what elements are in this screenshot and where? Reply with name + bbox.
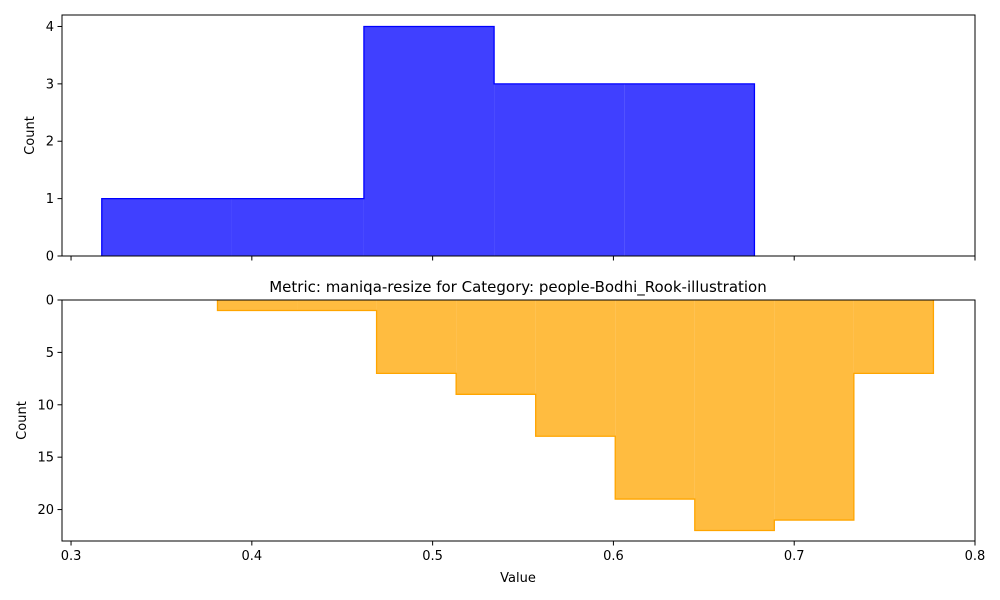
top-histogram-bar [231,198,364,256]
bottom-histogram-bar [456,300,536,395]
top-y-tick-label: 1 [46,192,54,207]
top-y-tick-label: 4 [46,20,54,35]
top-histogram-bar [494,83,625,256]
x-axis-label: Value [500,571,536,586]
bottom-y-tick-label: 5 [46,346,54,361]
top-histogram-outline [101,25,756,256]
bottom-x-tick-label: 0.5 [422,549,443,564]
bottom-histogram-bar [217,300,298,311]
chart-title: Metric: maniqa-resize for Category: peop… [269,278,767,297]
top-histogram-panel: 0 1 2 3 4 Count [23,14,976,265]
bottom-y-axis-label: Count [15,401,30,440]
bottom-x-tick-label: 0.8 [965,549,986,564]
top-histogram-bar [363,26,495,256]
bottom-y-tick-label: 15 [37,451,54,466]
bottom-histogram-bar [615,300,695,500]
top-histogram-bar [624,83,755,256]
top-y-tick-label: 3 [46,77,54,92]
bottom-histogram-bar [376,300,457,374]
bottom-x-tick-label: 0.6 [603,549,624,564]
top-plot-frame [61,14,976,257]
bottom-y-tick-label: 0 [46,294,54,309]
bottom-y-tick-label: 10 [37,398,54,413]
bottom-histogram-panel: 0.3 0.4 0.5 0.6 0.7 0.8 0 5 10 15 20 Count [15,294,985,565]
bottom-plot-frame [61,299,976,542]
bottom-x-tick-label: 0.4 [241,549,262,564]
top-y-tick-label: 2 [46,135,54,150]
bottom-histogram-bar [297,300,377,311]
top-histogram-bar [101,198,232,256]
bottom-histogram-bar [694,300,775,531]
bottom-x-tick-label: 0.7 [784,549,805,564]
bottom-y-tick-label: 20 [37,503,54,518]
top-y-axis-label: Count [23,116,38,155]
bottom-x-tick-label: 0.3 [61,549,82,564]
bottom-histogram-bar [535,300,616,437]
bottom-histogram-bar [774,300,854,521]
top-y-tick-label: 0 [46,250,54,265]
bottom-histogram-outline [216,300,935,532]
bottom-histogram-bar [853,300,934,374]
